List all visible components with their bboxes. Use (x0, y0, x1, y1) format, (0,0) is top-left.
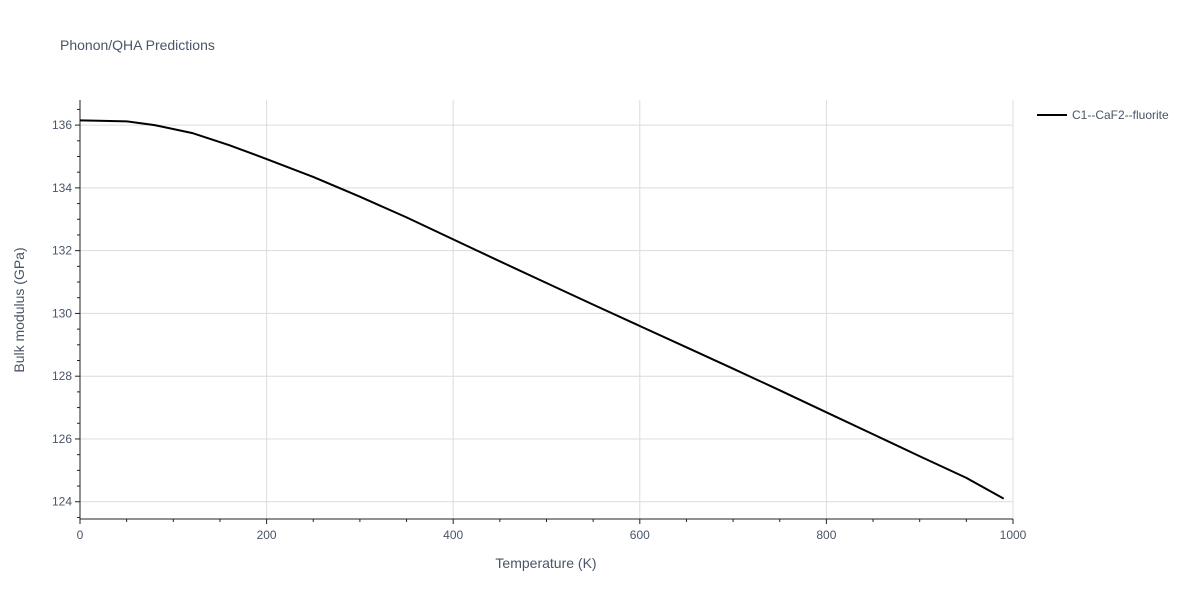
series-line (79, 119, 1005, 500)
y-tick-label: 136 (52, 118, 72, 132)
y-tick-label: 132 (52, 244, 72, 258)
x-axis-title: Temperature (K) (495, 555, 596, 571)
x-tick-label: 200 (257, 528, 277, 542)
grid-layer (80, 100, 1014, 519)
y-axis-title: Bulk modulus (GPa) (11, 247, 27, 372)
x-tick-label: 800 (816, 528, 836, 542)
x-tick-label: 400 (443, 528, 463, 542)
y-tick-label: 130 (52, 306, 72, 320)
y-tick-label: 126 (52, 432, 72, 446)
y-tick-label: 134 (52, 181, 72, 195)
legend[interactable]: C1--CaF2--fluorite (1037, 108, 1169, 122)
axis-layer: 0 200 400 600 800 1000 124 126 128 130 132 134 136 (52, 100, 1027, 542)
legend-label: C1--CaF2--fluorite (1072, 108, 1169, 122)
series-layer (79, 119, 1005, 500)
chart-title: Phonon/QHA Predictions (60, 37, 215, 53)
y-tick-label: 124 (52, 495, 72, 509)
y-tick-label: 128 (52, 369, 72, 383)
x-tick-label: 600 (630, 528, 650, 542)
x-tick-label: 1000 (1000, 528, 1027, 542)
x-tick-label: 0 (77, 528, 84, 542)
